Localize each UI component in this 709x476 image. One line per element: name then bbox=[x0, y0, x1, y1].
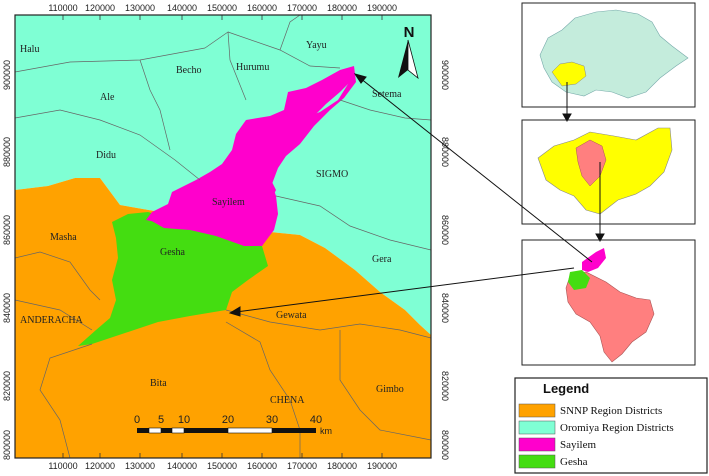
legend-swatch-oromiya bbox=[518, 420, 556, 435]
x-tick-top: 110000 bbox=[48, 3, 77, 13]
x-tick-bottom: 150000 bbox=[207, 461, 237, 471]
y-tick-left: 800000 bbox=[2, 430, 12, 460]
label-setema: Setema bbox=[372, 89, 402, 100]
x-tick-top: 130000 bbox=[125, 3, 155, 13]
scale-tick-5: 5 bbox=[158, 414, 164, 426]
inset-zone bbox=[521, 239, 696, 366]
y-tick-right: 820000 bbox=[440, 371, 450, 401]
graticule-ticks bbox=[62, 15, 383, 458]
x-tick-bottom: 110000 bbox=[48, 461, 77, 471]
scale-tick-30: 30 bbox=[266, 414, 278, 426]
x-tick-top: 180000 bbox=[327, 3, 357, 13]
label-sigmo: SIGMO bbox=[316, 169, 348, 180]
label-gesha: Gesha bbox=[160, 247, 186, 258]
y-axis-right: 900000 880000 860000 840000 820000 80000… bbox=[440, 60, 450, 460]
inset-region bbox=[521, 119, 696, 225]
scale-tick-0: 0 bbox=[134, 414, 140, 426]
label-chena: CHENA bbox=[270, 395, 305, 406]
locator-arrows bbox=[228, 73, 605, 317]
label-halu: Halu bbox=[20, 44, 39, 55]
y-tick-right: 900000 bbox=[440, 60, 450, 90]
north-arrow: N bbox=[398, 24, 419, 80]
scale-tick-10: 10 bbox=[178, 414, 190, 426]
inset-zone-shape bbox=[565, 271, 655, 363]
legend-swatch-snnp bbox=[518, 403, 556, 418]
x-tick-top: 160000 bbox=[247, 3, 277, 13]
label-hurumu: Hurumu bbox=[236, 62, 269, 73]
main-map: N Halu Yayu Hurumu Becho Ale Setema Didu… bbox=[2, 3, 450, 471]
inset-zone-sayilem bbox=[582, 248, 606, 272]
scale-tick-40: 40 bbox=[310, 414, 322, 426]
label-sayilem: Sayilem bbox=[212, 197, 245, 208]
label-ale: Ale bbox=[100, 92, 115, 103]
label-gewata: Gewata bbox=[276, 310, 307, 321]
legend-label-sayilem: Sayilem bbox=[560, 439, 596, 451]
y-tick-right: 800000 bbox=[440, 430, 450, 460]
y-tick-right: 860000 bbox=[440, 215, 450, 245]
x-tick-bottom: 190000 bbox=[367, 461, 397, 471]
map-frame bbox=[14, 14, 432, 459]
y-tick-left: 880000 bbox=[2, 137, 12, 167]
legend-label-snnp: SNNP Region Districts bbox=[560, 405, 662, 417]
label-anderacha: ANDERACHA bbox=[20, 315, 84, 326]
inset-zone-gesha bbox=[568, 270, 590, 290]
x-tick-top: 170000 bbox=[287, 3, 317, 13]
label-gimbo: Gimbo bbox=[376, 384, 404, 395]
x-tick-top: 150000 bbox=[207, 3, 237, 13]
x-tick-bottom: 140000 bbox=[167, 461, 197, 471]
y-tick-left: 900000 bbox=[2, 60, 12, 90]
label-masha: Masha bbox=[50, 232, 77, 243]
x-tick-top: 140000 bbox=[167, 3, 197, 13]
legend: Legend SNNP Region Districts Oromiya Reg… bbox=[514, 377, 708, 474]
x-axis-top: 110000 120000 130000 140000 150000 16000… bbox=[48, 3, 397, 13]
legend-label-gesha: Gesha bbox=[560, 456, 588, 468]
district-labels: Halu Yayu Hurumu Becho Ale Setema Didu S… bbox=[20, 40, 404, 406]
scale-unit: km bbox=[320, 426, 332, 436]
x-tick-bottom: 120000 bbox=[85, 461, 115, 471]
label-didu: Didu bbox=[96, 150, 116, 161]
x-tick-bottom: 130000 bbox=[125, 461, 155, 471]
legend-swatch-sayilem bbox=[518, 437, 556, 452]
gesha-district bbox=[78, 212, 268, 346]
inset-country bbox=[521, 2, 696, 108]
label-gera: Gera bbox=[372, 254, 392, 265]
x-tick-top: 120000 bbox=[85, 3, 115, 13]
label-becho: Becho bbox=[176, 65, 202, 76]
scale-bar: 0 5 10 20 30 40 km bbox=[134, 414, 332, 436]
scale-tick-20: 20 bbox=[222, 414, 234, 426]
legend-title: Legend bbox=[543, 381, 589, 396]
y-tick-left: 860000 bbox=[2, 215, 12, 245]
y-tick-right: 840000 bbox=[440, 293, 450, 323]
legend-swatch-gesha bbox=[518, 454, 556, 469]
y-tick-right: 880000 bbox=[440, 137, 450, 167]
legend-label-oromiya: Oromiya Region Districts bbox=[560, 422, 674, 434]
x-tick-bottom: 160000 bbox=[247, 461, 277, 471]
district-boundaries bbox=[14, 14, 432, 459]
x-axis-bottom: 110000 120000 130000 140000 150000 16000… bbox=[48, 461, 397, 471]
x-tick-bottom: 170000 bbox=[287, 461, 317, 471]
y-tick-left: 840000 bbox=[2, 293, 12, 323]
sayilem-body bbox=[146, 66, 354, 246]
x-tick-bottom: 180000 bbox=[327, 461, 357, 471]
north-label: N bbox=[404, 24, 415, 41]
label-bita: Bita bbox=[150, 378, 167, 389]
inset-region-shape bbox=[537, 127, 673, 215]
y-tick-left: 820000 bbox=[2, 371, 12, 401]
x-tick-top: 190000 bbox=[367, 3, 397, 13]
label-yayu: Yayu bbox=[306, 40, 327, 51]
inset-country-region bbox=[551, 61, 587, 87]
y-axis-left: 900000 880000 860000 840000 820000 80000… bbox=[2, 60, 12, 460]
